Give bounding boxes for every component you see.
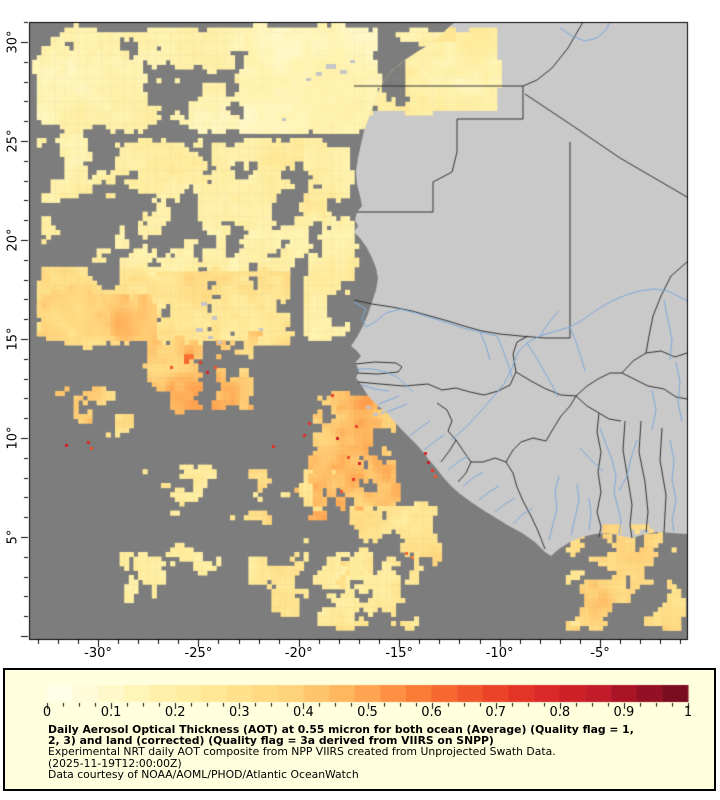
- colorbar-tick-label: 0.3: [228, 705, 250, 720]
- legend-captions: Daily Aerosol Optical Thickness (AOT) at…: [48, 724, 634, 780]
- colorbar-tick-label: 0.5: [357, 705, 378, 720]
- x-axis-label: -10°: [485, 646, 514, 661]
- legend-timestamp: (2025-11-19T12:00:00Z): [48, 756, 182, 770]
- y-axis-label: 10°: [5, 426, 21, 450]
- legend-title-line-2: 2, 3) and land (corrected) (Quality flag…: [48, 734, 494, 748]
- colorbar-tick-label: 1: [683, 705, 693, 720]
- colorbar-tick-label: 0.8: [549, 705, 571, 720]
- x-axis-label: -15°: [385, 646, 414, 661]
- colorbar-tick-label: 0.1: [100, 705, 122, 720]
- colorbar-tick-label: 0.9: [613, 705, 635, 720]
- colorbar-tick-label: 0.4: [293, 705, 314, 720]
- legend-title-line-1: Daily Aerosol Optical Thickness (AOT) at…: [48, 723, 634, 736]
- y-axis-label: 30°: [5, 30, 21, 54]
- colorbar-tick-label: 0.6: [421, 705, 442, 720]
- x-axis-label: -25°: [184, 646, 213, 661]
- colorbar-tick-label: 0.7: [485, 705, 507, 720]
- colorbar-tick-label: 0: [42, 705, 52, 720]
- x-axis-label: -5°: [590, 646, 610, 661]
- y-axis-label: 5°: [5, 529, 21, 545]
- legend-credit: Data courtesy of NOAA/AOML/PHOD/Atlantic…: [48, 767, 359, 781]
- x-axis-label: -20°: [284, 646, 313, 661]
- colorbar-tick-label: 0.2: [164, 705, 186, 720]
- legend-subtitle: Experimental NRT daily AOT composite fro…: [48, 745, 556, 759]
- y-axis-label: 25°: [5, 129, 21, 153]
- y-axis-label: 20°: [5, 228, 21, 252]
- x-axis-label: -30°: [84, 646, 112, 661]
- y-axis-label: 15°: [5, 327, 21, 351]
